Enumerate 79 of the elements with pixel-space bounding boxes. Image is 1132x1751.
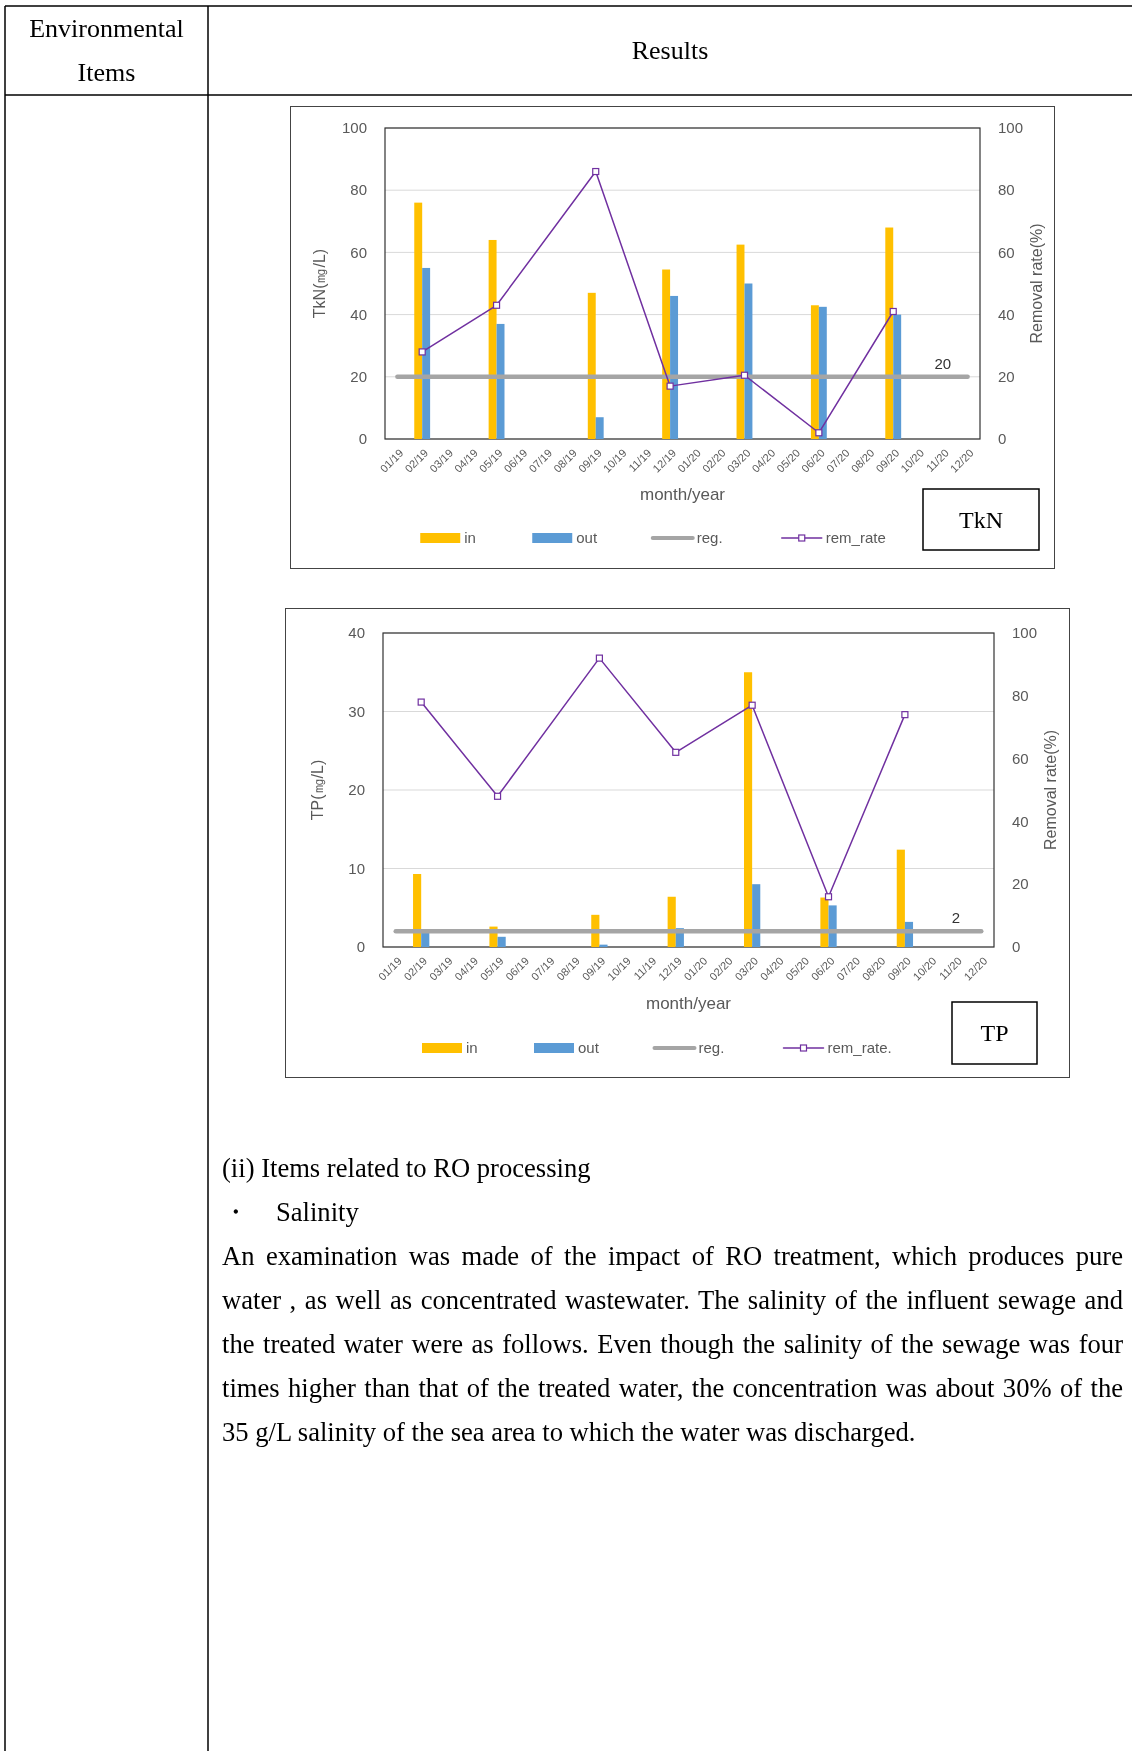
y-tick-label: 80 <box>350 181 367 199</box>
y2-tick-label: 100 <box>998 119 1024 137</box>
bar <box>662 269 671 439</box>
y-tick-label: 20 <box>350 368 367 386</box>
point <box>824 893 833 901</box>
y-tick-label: 60 <box>350 243 367 261</box>
point <box>418 348 426 356</box>
text: ・ Salinity <box>222 1196 360 1229</box>
bar <box>497 936 506 947</box>
text: (ii) Items related to RO processing <box>222 1152 592 1185</box>
y2-tick-label: 80 <box>998 181 1015 199</box>
y-axis-title: TP(㎎/L) <box>309 759 326 821</box>
point <box>901 711 909 719</box>
y-tick-label: 40 <box>348 624 365 642</box>
y2-tick-label: 0 <box>1012 938 1021 956</box>
bar <box>413 874 422 947</box>
y-tick-label: 100 <box>341 119 367 137</box>
point <box>748 701 756 709</box>
x-axis-title: month/year <box>639 485 726 504</box>
point <box>592 167 600 176</box>
y2-axis-title: Removal rate(%) <box>1042 729 1059 851</box>
legend-label: reg. <box>696 529 723 547</box>
bar <box>488 239 497 439</box>
annotation: 20 <box>934 354 952 372</box>
point <box>815 429 823 437</box>
bar <box>421 932 430 947</box>
y-tick-label: 20 <box>348 781 365 799</box>
y2-tick-label: 100 <box>1012 624 1038 642</box>
text: TkN <box>959 506 1003 533</box>
point <box>666 382 674 390</box>
bar <box>818 306 827 439</box>
text: Results <box>630 35 710 67</box>
bar <box>885 227 894 439</box>
y-tick-label: 40 <box>350 305 367 323</box>
y2-tick-label: 40 <box>1012 812 1029 830</box>
y-tick-label: 10 <box>348 859 365 877</box>
point <box>417 698 425 706</box>
point <box>889 307 897 316</box>
bar <box>599 944 608 947</box>
y-tick-label: 0 <box>356 938 365 956</box>
y2-tick-label: 0 <box>998 430 1007 448</box>
legend-label: rem_rate <box>825 529 886 547</box>
bar <box>670 295 679 439</box>
y2-tick-label: 60 <box>998 243 1015 261</box>
bar <box>744 672 753 947</box>
annotation: 2 <box>951 909 960 927</box>
y2-tick-label: 60 <box>1012 749 1029 767</box>
y2-tick-label: 40 <box>998 305 1015 323</box>
text: TP <box>980 1020 1009 1047</box>
legend-label: out <box>578 1039 600 1057</box>
text: An examination was made of the impact of RO treatment, which produces pure water , as well as concentrated wastewater. The salinity of the influent sewage and the treated water were as follows. Even though the salinity of the sewage was four times higher than that of the treated water, the concentration was about 30% of the 35 g/L salinity of the sea area to which the water was discharged. <box>222 1240 1123 1449</box>
x-axis-title: month/year <box>645 994 732 1013</box>
y2-axis-title: Removal rate(%) <box>1028 223 1045 344</box>
bar <box>587 292 596 439</box>
legend-label: reg. <box>698 1039 725 1057</box>
y-tick-label: 0 <box>358 430 367 448</box>
y2-tick-label: 20 <box>998 368 1015 386</box>
y-axis-title: TkN(㎎/L) <box>311 248 328 319</box>
point <box>740 371 749 379</box>
bar <box>896 849 905 947</box>
y2-tick-label: 80 <box>1012 687 1029 705</box>
legend-label: in <box>464 529 476 547</box>
bar <box>893 314 902 439</box>
bar <box>810 305 819 439</box>
point <box>493 792 502 800</box>
point <box>595 654 603 662</box>
bar <box>595 417 604 439</box>
legend-label: out <box>576 529 598 547</box>
legend-label: rem_rate. <box>827 1039 892 1057</box>
y-tick-label: 30 <box>348 702 365 720</box>
point <box>672 748 680 756</box>
text: Environmental Items <box>28 13 185 89</box>
bar <box>422 267 431 439</box>
legend-label: in <box>466 1039 478 1057</box>
y2-tick-label: 20 <box>1012 875 1029 893</box>
bar <box>744 283 753 439</box>
bar <box>752 884 761 947</box>
bar <box>414 202 423 439</box>
point <box>492 301 501 309</box>
